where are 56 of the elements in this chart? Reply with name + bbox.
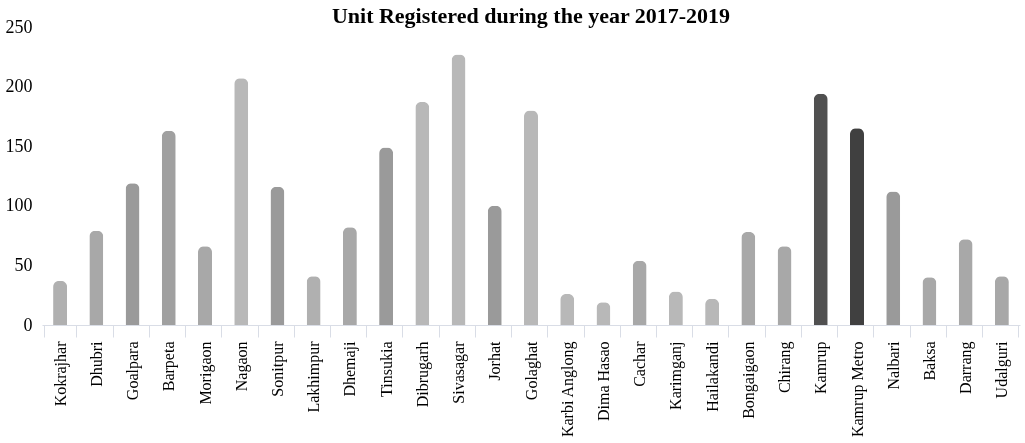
bar <box>850 128 864 325</box>
y-tick-label: 200 <box>5 76 33 97</box>
bar <box>270 186 285 325</box>
bar <box>741 232 756 325</box>
x-tick-label: Jorhat <box>486 340 504 381</box>
x-tick-label: Chirang <box>776 341 795 394</box>
bar <box>89 230 104 325</box>
x-tick-label: Bongaigaon <box>739 341 758 419</box>
bar <box>379 147 394 325</box>
y-tick-label: 0 <box>23 314 33 335</box>
bar <box>451 54 466 325</box>
bar <box>958 239 973 325</box>
bar <box>813 93 828 325</box>
x-tick-label: Udalguri <box>993 340 1012 399</box>
x-tick-label: Nalbari <box>884 340 902 390</box>
bar <box>632 260 647 325</box>
x-tick-label: Dima Hasao <box>594 341 612 422</box>
x-tick-label: Golaghat <box>522 340 541 401</box>
y-tick-label: 50 <box>14 254 33 275</box>
x-tick-label: Goalpara <box>124 341 143 401</box>
x-tick-label: Dhemaji <box>341 340 360 397</box>
x-tick-label: Nagaon <box>232 341 251 392</box>
bar <box>234 78 249 325</box>
x-tick-label: Kokrajhar <box>51 340 70 407</box>
x-tick-label: Tinsukia <box>377 341 395 397</box>
x-tick-label: Darrang <box>957 341 976 394</box>
bar <box>198 246 212 325</box>
chart-title: Unit Registered during the year 2017-2019 <box>331 3 731 28</box>
bar <box>125 183 140 325</box>
x-tick-label: Sivasagar <box>450 340 469 404</box>
x-tick-label: Karimganj <box>667 341 686 410</box>
x-tick-label: Hailakandi <box>703 340 721 412</box>
x-tick-label: Baksa <box>920 341 938 381</box>
x-tick-label: Dhubri <box>87 340 105 387</box>
bar <box>487 205 502 325</box>
x-tick-label: Kamrup <box>812 341 831 394</box>
bar <box>777 246 792 325</box>
x-tick-label: Dibrugarh <box>413 341 432 408</box>
bar <box>161 130 176 325</box>
x-tick-label: Karbi Anglong <box>558 341 577 438</box>
bar <box>886 191 901 325</box>
x-tick-label: Barpeta <box>160 341 179 392</box>
x-tick-label: Lakhimpur <box>305 340 324 413</box>
bar <box>53 280 68 325</box>
x-tick-label: Cachar <box>631 340 649 387</box>
x-tick-label: Morigaon <box>196 341 215 405</box>
y-tick-label: 250 <box>5 16 33 37</box>
y-tick-label: 100 <box>5 195 33 216</box>
x-tick-label: Kamrup Metro <box>848 341 867 438</box>
x-tick-label: Sonitpur <box>268 340 287 397</box>
bar <box>922 277 937 325</box>
y-tick-label: 150 <box>5 135 33 156</box>
bar <box>415 102 430 325</box>
bar <box>994 276 1009 325</box>
bar <box>524 110 538 325</box>
bar <box>342 227 357 325</box>
